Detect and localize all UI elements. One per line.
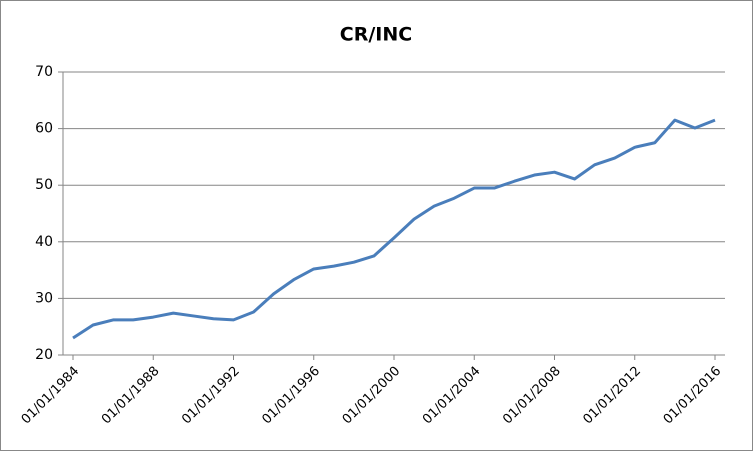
y-tick-label: 50: [35, 177, 53, 193]
data-line: [72, 118, 716, 340]
y-tick-label: 20: [35, 347, 53, 363]
y-tick-label: 40: [35, 234, 53, 250]
y-tick-label: 60: [35, 121, 53, 137]
y-tick-label: 70: [35, 64, 53, 80]
chart-title: CR/INC: [340, 24, 412, 46]
y-tick-label: 30: [35, 290, 53, 306]
